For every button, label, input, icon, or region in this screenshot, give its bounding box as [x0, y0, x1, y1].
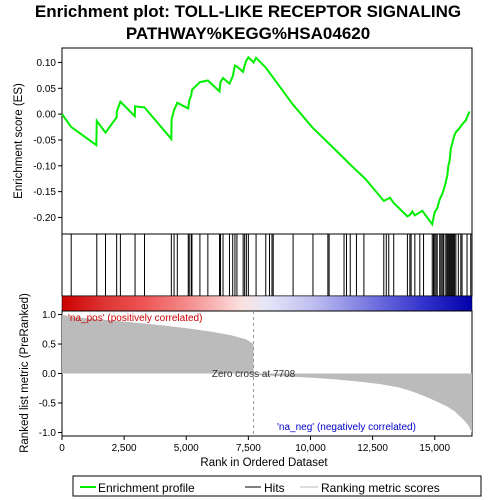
- es-y-tick-label: -0.05: [33, 135, 56, 146]
- rank-y-tick-label: 1.0: [42, 310, 56, 321]
- rank-y-tick-label: 0.0: [42, 369, 56, 380]
- rank-ylabel: Ranked list metric (PreRanked): [19, 293, 31, 453]
- x-tick-label: 0: [59, 443, 65, 454]
- rank-y-tick-label: -0.5: [39, 398, 57, 409]
- negative-correlation-label: 'na_neg' (negatively correlated): [277, 422, 416, 433]
- es-ylabel: Enrichment score (ES): [13, 83, 25, 199]
- rank-y-tick-label: -1.0: [39, 428, 57, 439]
- x-tick-label: 2,500: [112, 443, 137, 454]
- ranking-heat-band: [61, 295, 473, 312]
- es-y-tick-label: 0.05: [37, 84, 57, 95]
- legend-frame: [72, 475, 482, 497]
- x-tick-label: 12,500: [357, 443, 388, 454]
- enrichment-profile-line: [61, 55, 471, 227]
- rank-y-ticks: 1.0 0.5 0.0 -0.5 -1.0: [39, 310, 62, 439]
- x-axis-label: Rank in Ordered Dataset: [200, 457, 328, 469]
- hits-panel: [61, 233, 473, 297]
- hit-marks: [70, 234, 472, 296]
- x-tick-label: 7,500: [236, 443, 261, 454]
- x-tick-label: 15,000: [419, 443, 450, 454]
- chart-title-line-2: PATHWAY%KEGG%HSA04620: [126, 24, 370, 43]
- es-y-tick-label: -0.15: [33, 187, 56, 198]
- ranking-metric-area: [62, 314, 472, 433]
- legend-label-enrichment: Enrichment profile: [98, 481, 195, 495]
- legend-label-hits: Hits: [264, 481, 285, 495]
- es-y-tick-label: -0.20: [33, 213, 56, 224]
- x-axis-ticks: 0 2,500 5,000 7,500 10,000 12,500 15,000: [59, 436, 450, 454]
- x-tick-label: 5,000: [174, 443, 199, 454]
- legend-label-metric: Ranking metric scores: [321, 481, 440, 495]
- hits-panel-frame: [61, 233, 473, 297]
- chart-title-line-1: Enrichment plot: TOLL-LIKE RECEPTOR SIGN…: [35, 2, 461, 21]
- x-tick-label: 10,000: [295, 443, 326, 454]
- es-y-ticks: 0.10 0.05 0.00 -0.05 -0.10 -0.15 -0.20: [33, 58, 62, 224]
- es-y-tick-label: 0.10: [37, 58, 57, 69]
- es-y-tick-label: -0.10: [33, 161, 56, 172]
- rank-y-tick-label: 0.5: [42, 340, 56, 351]
- top-panel-frame: [61, 47, 473, 235]
- zero-cross-label: Zero cross at 7708: [212, 369, 296, 380]
- positive-correlation-label: 'na_pos' (positively correlated): [68, 313, 202, 324]
- ranked-metric-panel: 1.0 0.5 0.0 -0.5 -1.0 'na_pos' (positively c…: [19, 293, 473, 453]
- es-y-tick-label: 0.00: [37, 110, 57, 121]
- legend: Enrichment profile Hits Ranking metric s…: [72, 475, 482, 497]
- enrichment-score-panel: 0.10 0.05 0.00 -0.05 -0.10 -0.15 -0.20 Enrichm…: [13, 47, 473, 235]
